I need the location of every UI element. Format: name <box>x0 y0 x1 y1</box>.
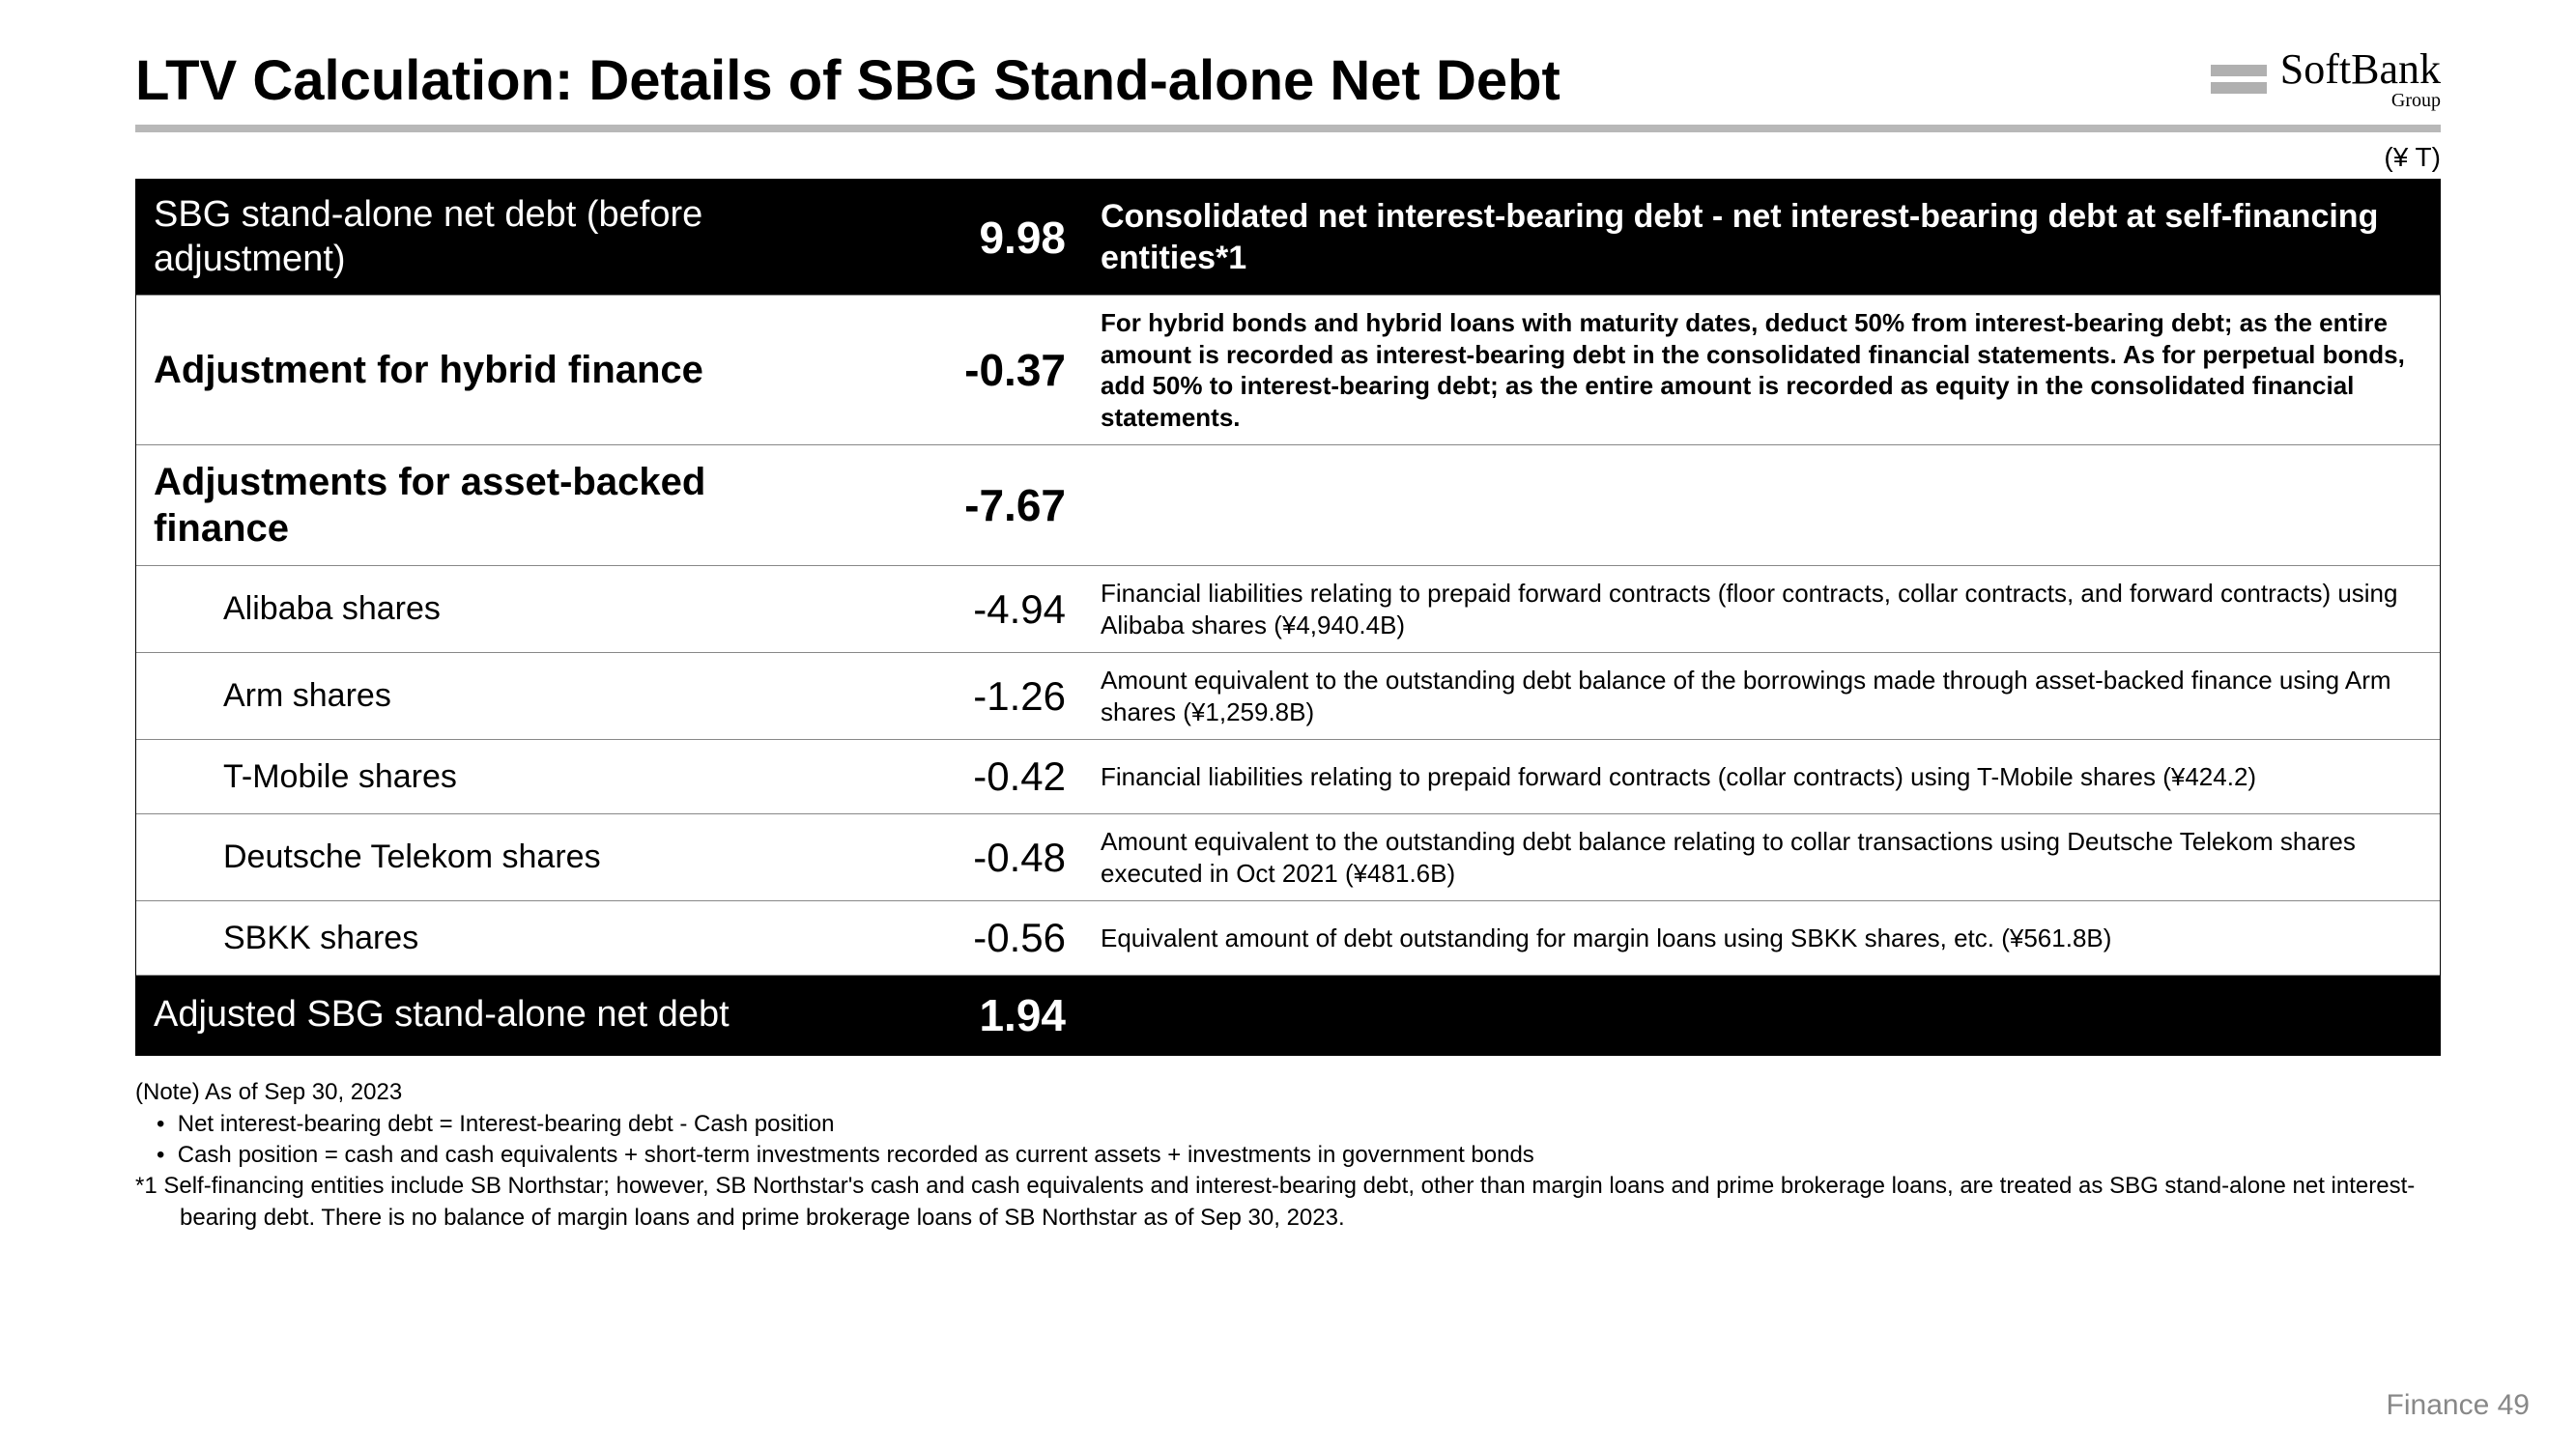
row-description: Equivalent amount of debt outstanding fo… <box>1083 901 2440 975</box>
header-divider <box>135 125 2441 132</box>
row-label: SBG stand-alone net debt (before adjustm… <box>136 180 851 295</box>
note-header: (Note) As of Sep 30, 2023 <box>135 1077 2441 1108</box>
row-value: -0.56 <box>851 901 1083 975</box>
table-row: SBKK shares-0.56Equivalent amount of deb… <box>136 901 2440 976</box>
row-description: Amount equivalent to the outstanding deb… <box>1083 653 2440 739</box>
row-value: -0.42 <box>851 740 1083 813</box>
row-label: T-Mobile shares <box>136 740 851 813</box>
row-value: 9.98 <box>851 180 1083 295</box>
row-value: -0.48 <box>851 814 1083 900</box>
row-description <box>1083 976 2440 1055</box>
note-reference: *1 Self-financing entities include SB No… <box>135 1171 2441 1234</box>
row-description: Financial liabilities relating to prepai… <box>1083 566 2440 652</box>
row-label: Alibaba shares <box>136 566 851 652</box>
table-row: Arm shares-1.26Amount equivalent to the … <box>136 653 2440 740</box>
row-description: For hybrid bonds and hybrid loans with m… <box>1083 296 2440 444</box>
table-row: T-Mobile shares-0.42Financial liabilitie… <box>136 740 2440 814</box>
row-label: Adjustments for asset-backed finance <box>136 445 851 565</box>
row-label: Deutsche Telekom shares <box>136 814 851 900</box>
logo-sub-text: Group <box>2391 91 2441 110</box>
row-value: -7.67 <box>851 445 1083 565</box>
table-row: Adjusted SBG stand-alone net debt1.94 <box>136 976 2440 1055</box>
row-description: Consolidated net interest-bearing debt -… <box>1083 180 2440 295</box>
logo-text: SoftBank Group <box>2280 48 2441 110</box>
row-value: -1.26 <box>851 653 1083 739</box>
row-label: SBKK shares <box>136 901 851 975</box>
row-label: Adjustment for hybrid finance <box>136 296 851 444</box>
table-row: Alibaba shares-4.94Financial liabilities… <box>136 566 2440 653</box>
footer-page-number: 49 <box>2498 1389 2530 1421</box>
net-debt-table: SBG stand-alone net debt (before adjustm… <box>135 179 2441 1056</box>
brand-logo: SoftBank Group <box>2211 48 2441 110</box>
logo-bars-icon <box>2211 65 2267 94</box>
row-value: -0.37 <box>851 296 1083 444</box>
table-row: Deutsche Telekom shares-0.48Amount equiv… <box>136 814 2440 901</box>
page-title: LTV Calculation: Details of SBG Stand-al… <box>135 48 1560 113</box>
row-value: 1.94 <box>851 976 1083 1055</box>
note-bullet: • Net interest-bearing debt = Interest-b… <box>135 1109 2441 1140</box>
row-label: Arm shares <box>136 653 851 739</box>
row-description <box>1083 445 2440 565</box>
row-description: Amount equivalent to the outstanding deb… <box>1083 814 2440 900</box>
table-row: Adjustment for hybrid finance-0.37For hy… <box>136 296 2440 445</box>
row-description: Financial liabilities relating to prepai… <box>1083 740 2440 813</box>
note-bullet: • Cash position = cash and cash equivale… <box>135 1140 2441 1171</box>
page-footer: Finance 49 <box>2387 1389 2530 1422</box>
page-header: LTV Calculation: Details of SBG Stand-al… <box>135 48 2441 113</box>
table-row: Adjustments for asset-backed finance-7.6… <box>136 445 2440 566</box>
unit-label: (¥ T) <box>135 142 2441 173</box>
table-row: SBG stand-alone net debt (before adjustm… <box>136 180 2440 296</box>
footnotes: (Note) As of Sep 30, 2023 • Net interest… <box>135 1077 2441 1234</box>
footer-section: Finance <box>2387 1389 2490 1421</box>
logo-main-text: SoftBank <box>2280 48 2441 91</box>
row-label: Adjusted SBG stand-alone net debt <box>136 976 851 1055</box>
row-value: -4.94 <box>851 566 1083 652</box>
